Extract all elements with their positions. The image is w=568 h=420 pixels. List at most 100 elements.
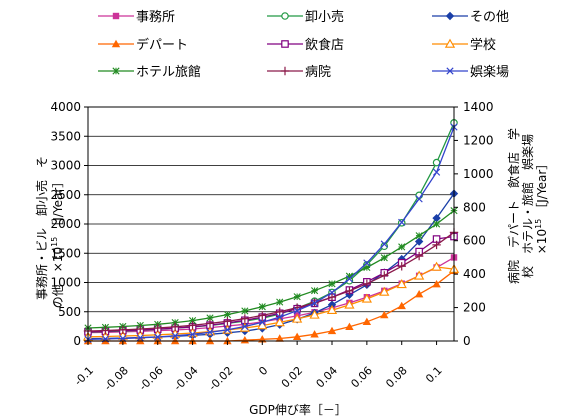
series-line bbox=[87, 231, 455, 332]
left-y-tick-label: 3000 bbox=[50, 159, 81, 173]
right-y-tick-label: 1000 bbox=[463, 167, 494, 181]
right-y-axis-ticks: 0 200 400 600 800 1000 1200 1400 bbox=[454, 100, 494, 348]
data-point bbox=[397, 262, 406, 271]
left-y-tick-label: 0 bbox=[73, 334, 81, 348]
legend-item: デパート bbox=[98, 37, 188, 53]
right-y-tick-label: 0 bbox=[463, 334, 471, 348]
right-y-tick-label: 200 bbox=[463, 301, 486, 315]
data-point bbox=[398, 218, 406, 226]
x-tick-label: -0.06 bbox=[137, 364, 166, 393]
data-point bbox=[188, 321, 197, 330]
right-y-axis-label-line3: ×1015［J/Year］ bbox=[534, 158, 549, 255]
legend-label: 卸小売 bbox=[305, 9, 344, 25]
right-y-tick-label: 1400 bbox=[463, 100, 494, 114]
data-point bbox=[111, 39, 121, 48]
right-y-axis-label-line1: 病院 デパート 飲食店 学 bbox=[506, 128, 521, 284]
legend-label: デパート bbox=[136, 37, 188, 53]
legend-label: 飲食店 bbox=[305, 37, 344, 53]
data-point bbox=[258, 318, 266, 326]
right-y-tick-label: 800 bbox=[463, 200, 486, 214]
left-y-axis-label-line1: 事務所・ビル 卸小売 そ bbox=[34, 156, 49, 300]
data-point bbox=[415, 195, 423, 203]
x-tick-label: -0.02 bbox=[206, 364, 235, 393]
data-point bbox=[398, 243, 406, 251]
legend-label: 娯楽場 bbox=[470, 64, 509, 80]
x-tick-label: 0 bbox=[256, 364, 270, 378]
data-point bbox=[432, 213, 441, 223]
left-y-axis-ticks: 0 500 1000 1500 2000 2500 3000 3500 4000 bbox=[50, 100, 88, 348]
data-point bbox=[397, 301, 406, 310]
x-tick-label: -0.1 bbox=[72, 364, 96, 388]
series-line bbox=[87, 210, 455, 329]
data-point bbox=[206, 328, 214, 336]
data-point bbox=[101, 326, 110, 335]
data-point bbox=[276, 298, 284, 306]
left-y-tick-label: 2500 bbox=[50, 188, 81, 202]
data-point bbox=[206, 314, 214, 322]
data-point bbox=[327, 293, 337, 302]
series-娯楽場 bbox=[84, 123, 458, 343]
data-point bbox=[310, 287, 319, 295]
x-tick-label: 0.02 bbox=[279, 364, 306, 391]
data-point bbox=[136, 324, 145, 334]
data-point bbox=[292, 332, 302, 341]
left-y-tick-label: 1500 bbox=[50, 246, 81, 260]
legend-item: 娯楽場 bbox=[432, 64, 509, 80]
data-point bbox=[154, 333, 162, 341]
data-point bbox=[380, 310, 389, 319]
series-line bbox=[87, 122, 455, 333]
data-point bbox=[258, 303, 266, 311]
data-point bbox=[258, 311, 267, 320]
right-y-tick-label: 400 bbox=[463, 267, 486, 281]
x-tick-label: 0.04 bbox=[314, 364, 341, 391]
legend-item: その他 bbox=[432, 10, 509, 25]
series-line bbox=[87, 256, 455, 334]
data-point bbox=[415, 232, 423, 240]
data-point bbox=[241, 307, 249, 315]
data-point bbox=[310, 330, 319, 338]
data-point bbox=[170, 322, 180, 331]
gridlines bbox=[88, 135, 454, 313]
data-point bbox=[293, 293, 301, 301]
data-point bbox=[223, 317, 232, 326]
data-point bbox=[380, 271, 389, 280]
legend-item: ホテル旅館 bbox=[98, 65, 201, 80]
series-line bbox=[87, 126, 455, 340]
x-tick-label: -0.04 bbox=[171, 364, 200, 393]
data-point bbox=[345, 272, 354, 280]
legend-item: 事務所 bbox=[98, 10, 175, 25]
data-point bbox=[362, 279, 372, 288]
data-point bbox=[241, 322, 249, 331]
data-point bbox=[291, 313, 303, 323]
series-line bbox=[87, 266, 455, 338]
x-axis-ticks: -0.1 -0.08 -0.06 -0.04 -0.02 0 0.02 0.04 0.06 0.0… bbox=[72, 341, 445, 393]
data-point bbox=[345, 286, 354, 296]
left-y-tick-label: 500 bbox=[58, 305, 81, 319]
data-point bbox=[380, 242, 389, 251]
series-病院 bbox=[83, 228, 459, 336]
legend-item: 卸小売 bbox=[267, 9, 344, 25]
data-point bbox=[205, 319, 215, 328]
x-tick-label: 0.1 bbox=[423, 364, 445, 386]
data-point bbox=[379, 286, 390, 296]
data-point bbox=[240, 335, 250, 344]
data-point bbox=[281, 12, 289, 20]
data-point bbox=[432, 220, 441, 228]
right-y-axis-label-line2: 校 ホテル・旅館 娯楽場 bbox=[520, 134, 535, 278]
legend-label: 病院 bbox=[305, 65, 331, 80]
data-point bbox=[276, 313, 284, 321]
data-point bbox=[223, 326, 232, 334]
data-point bbox=[362, 317, 372, 325]
right-y-tick-label: 1200 bbox=[463, 133, 494, 147]
data-point bbox=[188, 317, 197, 325]
data-point bbox=[153, 323, 162, 333]
left-y-tick-label: 2000 bbox=[50, 217, 81, 231]
data-point bbox=[396, 279, 407, 289]
data-point bbox=[112, 67, 120, 75]
series-line bbox=[87, 235, 455, 333]
data-point bbox=[310, 299, 319, 307]
legend-label: ホテル旅館 bbox=[136, 65, 201, 80]
data-point bbox=[327, 326, 337, 335]
